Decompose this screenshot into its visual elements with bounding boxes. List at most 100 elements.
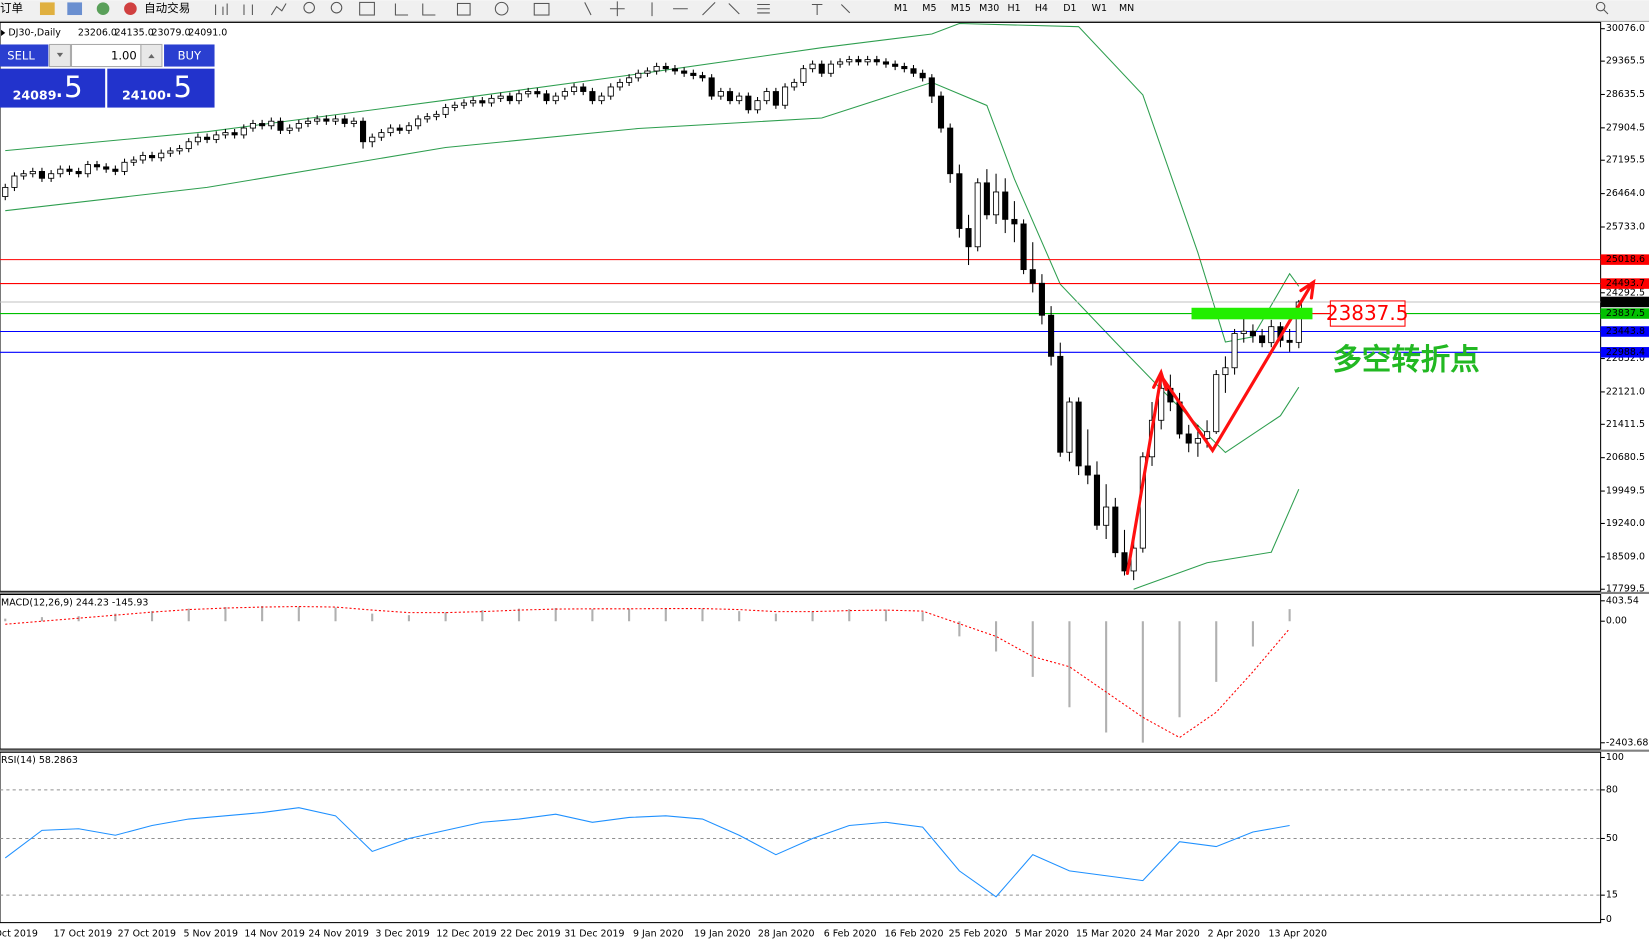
icon[interactable] <box>330 1 343 14</box>
timeframe-button[interactable]: MN <box>1119 3 1134 14</box>
candle-body <box>1093 474 1101 526</box>
timeframe-button[interactable]: M5 <box>922 3 936 14</box>
timeframe-button[interactable]: D1 <box>1063 3 1076 14</box>
candle-body <box>442 107 449 115</box>
candle-body <box>1038 282 1045 316</box>
arrow-head <box>1299 278 1316 300</box>
buy-price-box[interactable] <box>107 68 215 108</box>
icon[interactable] <box>67 2 83 16</box>
icon[interactable] <box>456 2 471 16</box>
candle-body <box>708 77 715 97</box>
candle-body <box>910 68 917 74</box>
y-tick-label: 80 <box>1606 784 1618 795</box>
icon[interactable] <box>270 3 287 16</box>
icon[interactable] <box>303 1 315 14</box>
toolbar-autotrade[interactable]: 自动交易 <box>144 1 190 15</box>
candle-body <box>937 95 945 129</box>
icon[interactable] <box>1603 9 1609 15</box>
icon[interactable] <box>651 2 770 17</box>
rsi-title: RSI(14) 58.2863 <box>1 755 78 766</box>
candle-body <box>1268 326 1275 344</box>
sell-button[interactable] <box>0 44 49 67</box>
x-tick-label: 24 Mar 2020 <box>1140 929 1200 940</box>
candle-body <box>497 95 504 99</box>
candle-body <box>653 65 660 72</box>
sell-label[interactable]: SELL <box>7 49 35 63</box>
candle-body <box>121 161 128 172</box>
candle-body <box>479 100 486 104</box>
sell-price-fraction[interactable]: .5 <box>55 70 83 104</box>
candle-body <box>103 166 110 170</box>
x-tick-label: 3 Dec 2019 <box>375 929 429 940</box>
icon[interactable] <box>359 1 375 16</box>
x-tick-label: 15 Mar 2020 <box>1076 929 1136 940</box>
icon[interactable] <box>811 3 851 16</box>
candle-body <box>29 171 36 175</box>
icon[interactable] <box>533 2 550 16</box>
macd-signal <box>5 606 1291 739</box>
icon[interactable] <box>422 3 436 16</box>
header-marker <box>1 29 6 37</box>
rsi-plot <box>0 789 1601 898</box>
x-tick-label: 13 Apr 2020 <box>1269 929 1327 940</box>
icon[interactable] <box>39 2 55 16</box>
buy-price[interactable]: 24100 <box>122 88 166 103</box>
icon[interactable] <box>494 1 509 16</box>
level-label-bg <box>1600 347 1649 358</box>
y-tick-label: 29365.5 <box>1606 56 1645 67</box>
icon[interactable] <box>1595 1 1606 12</box>
candle-body <box>644 70 651 74</box>
arrow-line <box>1161 284 1312 454</box>
candle-body <box>359 120 367 143</box>
x-tick-label: 2 Apr 2020 <box>1208 929 1260 940</box>
candle-body <box>148 155 156 159</box>
buy-price-fraction[interactable]: .5 <box>164 70 192 104</box>
timeframe-button[interactable]: W1 <box>1092 3 1107 14</box>
candle-body <box>846 59 853 63</box>
buy-button[interactable] <box>164 44 215 67</box>
y-tick-label: 26464.0 <box>1606 188 1645 199</box>
candle-body <box>736 95 743 102</box>
candle-body <box>580 86 587 92</box>
sell-price[interactable]: 24089 <box>13 88 57 103</box>
sell-price-box[interactable] <box>0 68 106 108</box>
y-tick-label: 22852.0 <box>1606 353 1645 364</box>
timeframe-button[interactable]: H1 <box>1007 3 1020 14</box>
arrow-line <box>1125 375 1163 576</box>
candle-body <box>194 136 201 143</box>
icon[interactable] <box>584 2 592 16</box>
y-tick-label: 20680.5 <box>1606 452 1645 463</box>
y-tick-label: 17799.5 <box>1606 584 1645 595</box>
icon[interactable] <box>124 2 137 16</box>
y-tick-label: 19240.0 <box>1606 518 1645 529</box>
timeframe-button[interactable]: M15 <box>951 3 971 14</box>
y-tick-label: -2403.68 <box>1606 737 1649 748</box>
trade-panel: SELL 1.00 BUY 24089 .5 24100 .5 <box>0 43 215 108</box>
candle-body <box>286 127 293 131</box>
candle-body <box>671 68 679 72</box>
y-tick-label: 100 <box>1606 752 1624 763</box>
buy-label[interactable]: BUY <box>178 49 202 63</box>
candle-body <box>525 91 532 95</box>
lot-value[interactable]: 1.00 <box>111 49 137 63</box>
timeframe-button[interactable]: M1 <box>894 3 908 14</box>
icon[interactable] <box>609 1 625 17</box>
candle-body <box>1213 374 1220 433</box>
candle-body <box>185 141 192 150</box>
y-tick-label: 0 <box>1606 914 1612 925</box>
candle-body <box>818 63 825 74</box>
candle-body <box>534 91 541 95</box>
timeframe-button[interactable]: H4 <box>1035 3 1048 14</box>
toolbar-order[interactable]: 订单 <box>0 1 23 15</box>
icon[interactable] <box>243 4 253 16</box>
candle-body <box>754 100 761 111</box>
icon[interactable] <box>215 3 228 16</box>
level-label-bg <box>1600 308 1649 319</box>
candle-body <box>167 150 174 154</box>
icon[interactable] <box>394 3 409 16</box>
timeframe-button[interactable]: M30 <box>979 3 999 14</box>
icon[interactable] <box>96 2 110 16</box>
candle-body <box>864 59 871 63</box>
